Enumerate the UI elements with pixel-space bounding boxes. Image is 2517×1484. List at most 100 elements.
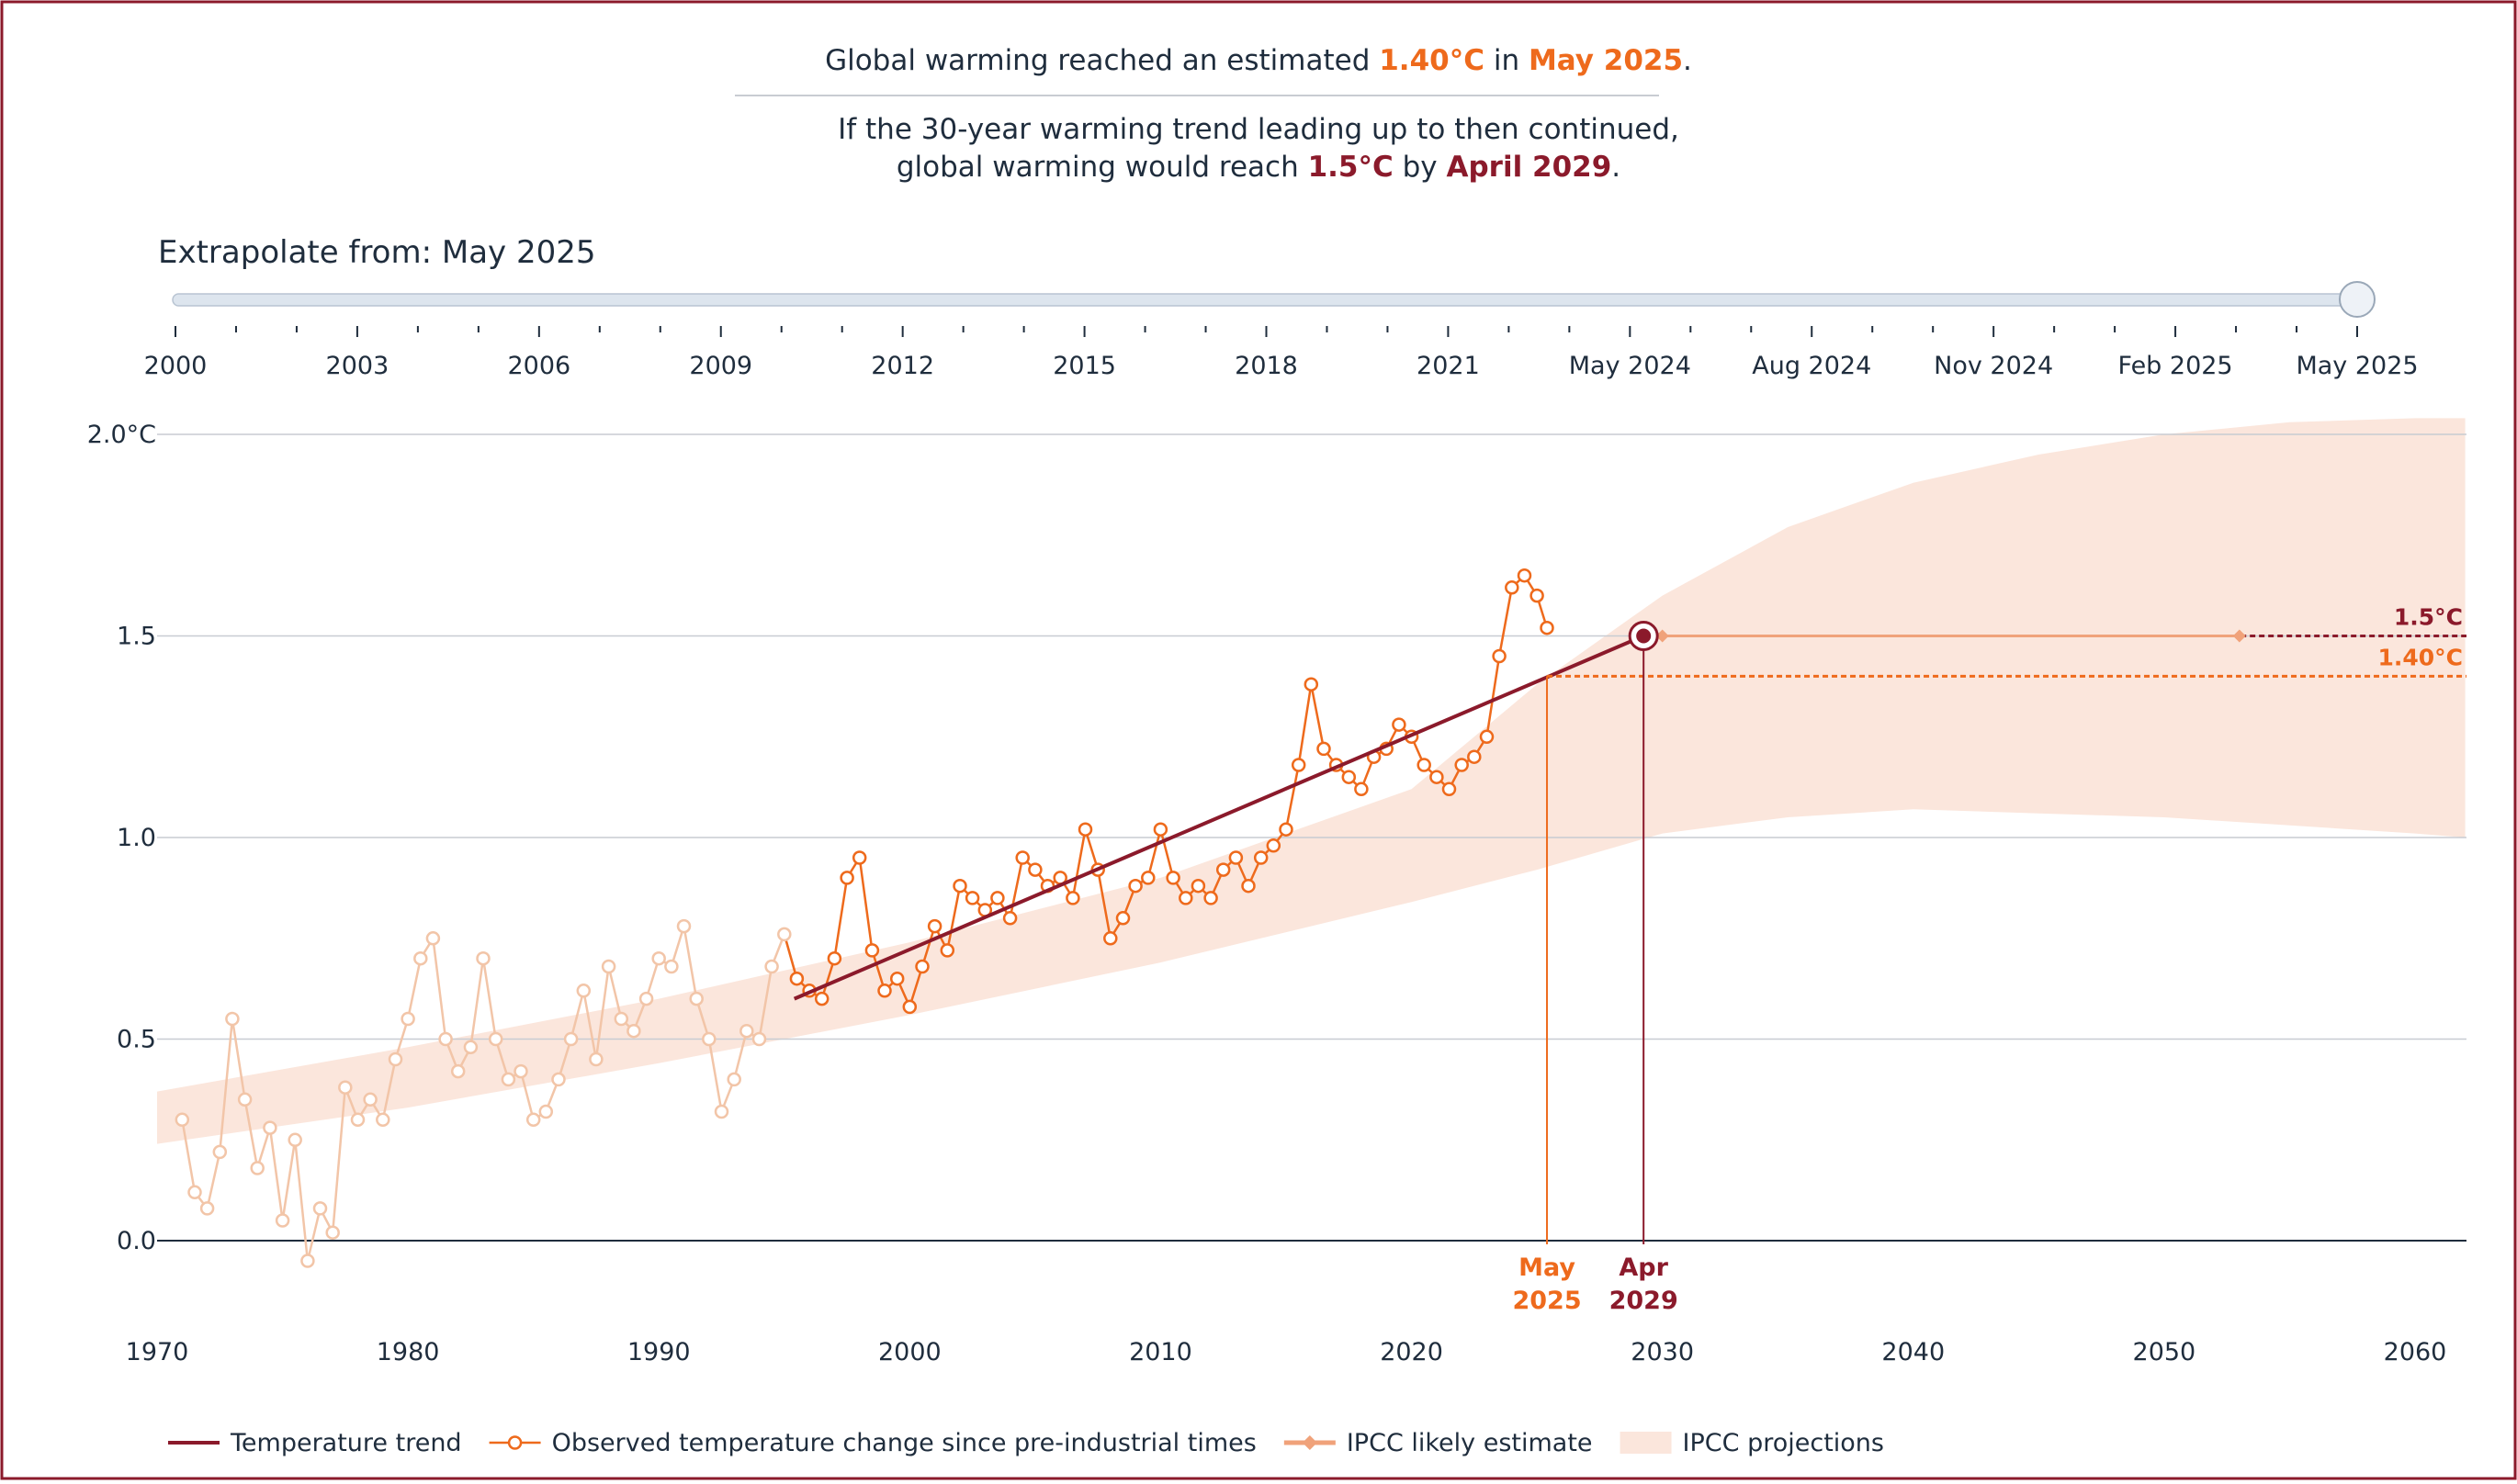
observed-point [1253,850,1269,865]
observed-point [638,991,654,1006]
slider-tick-label: 2015 [1053,352,1116,380]
observed-point [363,1092,378,1107]
observed-point [338,1080,353,1095]
observed-point [589,1051,604,1067]
slider-tick-label: May 2025 [2296,352,2418,380]
observed-point [714,1104,729,1119]
legend-item: IPCC likely estimate [1283,1429,1593,1457]
headline-date: May 2025 [1529,44,1683,77]
observed-point [751,1031,767,1047]
ipcc-likely-marker [1655,629,1669,643]
observed-point [1266,838,1281,853]
observed-point [525,1112,541,1128]
observed-point [1166,871,1180,885]
observed-point [814,991,830,1006]
threshold-label: 1.5°C [2394,604,2463,631]
observed-point [1128,878,1143,894]
subline-line1: If the 30-year warming trend leading up … [838,113,1679,146]
observed-point [1417,758,1431,772]
y-tick-label: 1.5 [117,623,156,651]
observed-point [1103,931,1118,946]
observed-point [551,1072,566,1087]
observed-point [325,1225,340,1240]
observed-point [1203,891,1218,905]
x-tick-label: 1980 [377,1338,440,1366]
observed-point [1191,878,1206,894]
observed-point [463,1040,479,1055]
slider-tick-label: 2006 [507,352,570,380]
observed-point [902,999,918,1015]
observed-point [990,891,1005,905]
subline-crossing-date: April 2029 [1446,151,1611,184]
y-tick-label: 0.0 [117,1227,156,1255]
x-tick-label: 1970 [126,1338,189,1366]
legend-swatch-band [1620,1432,1672,1454]
observed-point [1429,770,1444,784]
observed-point [940,943,955,958]
slider-tick-label: Feb 2025 [2118,352,2233,380]
slider-tick-label: 2021 [1417,352,1480,380]
observed-point [288,1132,302,1148]
observed-point [1505,580,1519,595]
current-level-label: 1.40°C [2377,644,2463,670]
slider-tick-label: 2000 [144,352,208,380]
observed-point [312,1201,328,1216]
observed-point [1529,588,1544,603]
observed-point [1002,911,1018,926]
observed-point [212,1144,228,1160]
headline-text: Global warming reached an estimated 1.40… [825,44,1692,77]
observed-point [676,918,692,934]
observed-point [840,871,854,885]
y-tick-label: 2.0°C [87,421,156,449]
legend-item: IPCC projections [1620,1429,1884,1457]
legend-item: Temperature trend [168,1429,462,1457]
observed-point [237,1092,253,1107]
observed-point [1228,850,1244,865]
x-tick-label: 2000 [878,1338,942,1366]
y-tick-label: 1.0 [117,824,156,852]
observed-point [1215,862,1231,877]
observed-point [388,1051,403,1067]
slider-thumb[interactable] [2339,281,2376,318]
extrapolation-slider[interactable]: Extrapolate from: May 2025 2000 2003 2006 2… [144,234,2419,380]
subline-line2: global warming would reach 1.5°C by Apri… [897,151,1620,184]
observed-series-line-early [181,926,798,1262]
observed-point [1241,878,1256,894]
observed-point [438,1031,453,1047]
x-tick-label: 2010 [1129,1338,1192,1366]
observed-point [263,1120,277,1135]
ipcc-likely-marker [2232,629,2246,643]
trend-line [793,634,1644,1001]
current-marker-label-top: May [1518,1254,1575,1282]
slider-ticks: 2000 2003 2006 2009 2012 2015 2018 2021 May 2024… [144,326,2419,380]
x-tick-label: 2060 [2384,1338,2447,1366]
observed-point [1078,822,1093,837]
observed-point [225,1011,240,1027]
x-tick-label: 2030 [1631,1338,1694,1366]
headline-value: 1.40°C [1379,44,1484,77]
observed-point [1179,891,1193,905]
observed-point [376,1112,390,1128]
observed-point [175,1112,190,1128]
observed-point [275,1213,290,1228]
observed-point [187,1185,202,1200]
observed-point [664,959,679,974]
observed-point [739,1023,754,1039]
observed-point [401,1011,415,1027]
crossing-marker-label-top: Apr [1619,1254,1668,1282]
observed-point [1015,850,1030,865]
slider-track[interactable] [172,293,2358,307]
observed-point [852,850,867,865]
legend-swatch-likely-marker [1302,1435,1317,1450]
legend-label: IPCC likely estimate [1347,1429,1593,1457]
observed-point [953,878,967,894]
observed-point [877,984,892,998]
legend: Temperature trend Observed temperature ch… [168,1429,1884,1457]
observed-point [777,927,792,942]
slider-tick-label: 2018 [1235,352,1298,380]
observed-point [1341,770,1357,784]
legend-item: Observed temperature change since pre-in… [489,1429,1257,1457]
observed-point [1291,758,1306,772]
